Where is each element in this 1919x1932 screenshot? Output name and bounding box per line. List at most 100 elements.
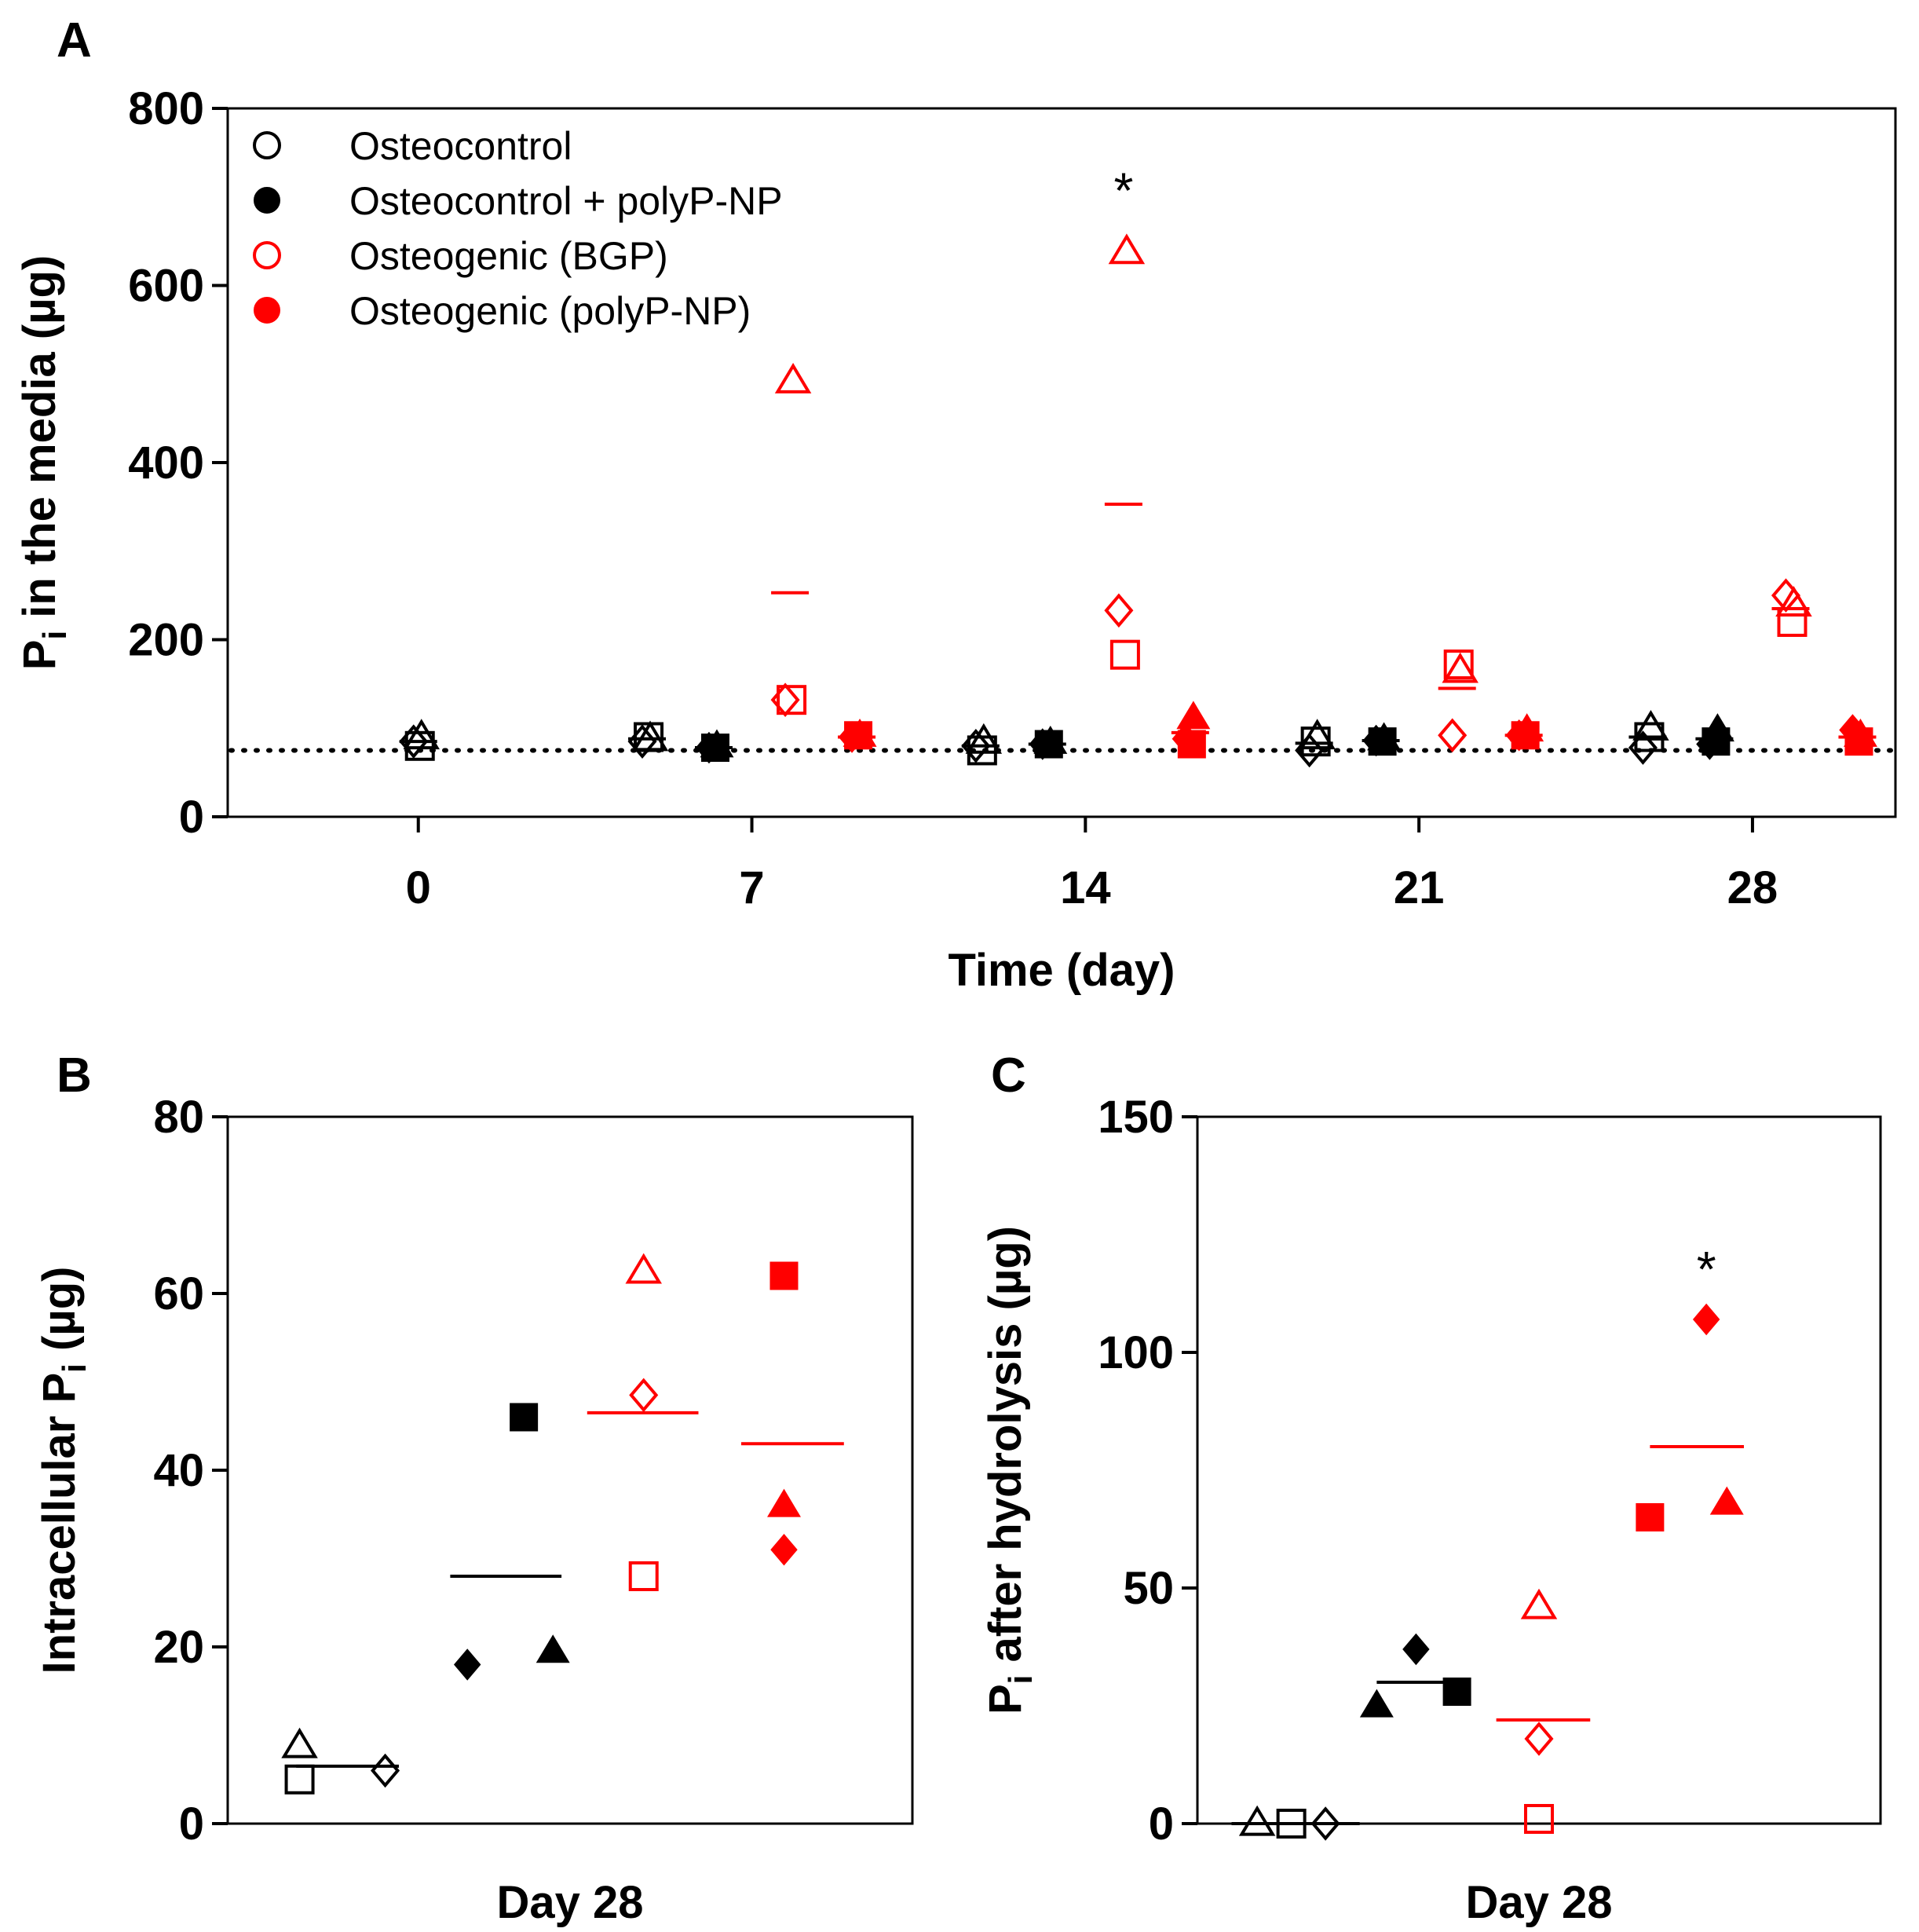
data-point-diamond xyxy=(1438,718,1468,753)
panel-b-chart: 0 20 40 60 80 Day 28 Intracellular Pi (µg) xyxy=(34,1092,914,1928)
data-point-diamond xyxy=(1310,1806,1340,1841)
x-tick-label: 28 xyxy=(1727,862,1778,913)
plot-frame xyxy=(1196,1115,1882,1825)
panel-c-chart: 0 50 100 150 * Day 28 Pi after hydrolysis (µg) xyxy=(980,1092,1882,1928)
y-axis-title-main: P xyxy=(14,640,65,671)
data-point-square xyxy=(1276,1809,1307,1839)
y-axis-title-rest: in the media (µg) xyxy=(14,255,65,631)
data-point-triangle xyxy=(1442,652,1479,683)
data-point-diamond xyxy=(1628,730,1658,765)
plot-frame xyxy=(226,1115,914,1825)
data-point-triangle xyxy=(1238,1805,1276,1836)
data-point-triangle xyxy=(625,1253,662,1284)
data-point-triangle xyxy=(1520,1588,1558,1619)
data-point-triangle xyxy=(774,362,812,393)
y-axis-title-sub: i xyxy=(36,631,73,640)
y-axis-title-rest: after hydrolysis (µg) xyxy=(980,1226,1031,1675)
data-point-square xyxy=(1443,649,1474,680)
y-tick-label: 0 xyxy=(179,1798,204,1850)
data-point-diamond xyxy=(770,682,800,717)
data-point-square xyxy=(510,1403,539,1432)
data-point-diamond xyxy=(627,724,657,759)
data-point-triangle xyxy=(1775,586,1812,617)
data-point-diamond xyxy=(1029,728,1057,760)
x-axis-title: Day 28 xyxy=(1465,1877,1612,1928)
data-point-diamond xyxy=(1524,1722,1554,1756)
legend-marker xyxy=(254,297,280,324)
data-point-triangle xyxy=(281,1727,318,1758)
data-point-triangle xyxy=(1176,701,1211,730)
x-axis-title: Day 28 xyxy=(496,1877,643,1928)
y-axis-title-main: Intracellular P xyxy=(34,1373,85,1674)
x-tick-label: 14 xyxy=(1060,862,1111,913)
data-point-triangle xyxy=(535,1634,570,1663)
data-point-diamond xyxy=(1295,733,1325,768)
y-tick-label: 40 xyxy=(153,1445,204,1496)
data-point-square xyxy=(1109,639,1140,670)
data-point-diamond xyxy=(838,721,866,753)
data-point-square xyxy=(1636,1503,1665,1531)
legend-marker xyxy=(254,187,280,214)
data-point-square xyxy=(1777,606,1808,637)
data-point-diamond xyxy=(770,1534,798,1566)
data-point-diamond xyxy=(1104,593,1134,628)
data-point-triangle xyxy=(631,720,669,752)
data-point-triangle xyxy=(1108,233,1146,265)
y-axis-title-main: P xyxy=(980,1684,1031,1714)
y-axis-title-sub: i xyxy=(56,1363,93,1373)
y-tick-label: 0 xyxy=(179,792,204,843)
significance-star: * xyxy=(1113,162,1133,218)
panel-letter-b: B xyxy=(57,1048,92,1103)
data-point-triangle xyxy=(767,1488,801,1517)
y-tick-label: 100 xyxy=(1098,1327,1174,1378)
legend-label: Osteogenic (polyP-NP) xyxy=(349,289,751,333)
data-point-square xyxy=(628,1561,659,1591)
data-point-diamond xyxy=(1172,723,1200,756)
y-tick-label: 600 xyxy=(128,261,204,312)
data-point-diamond xyxy=(371,1753,400,1788)
x-axis-title: Time (day) xyxy=(948,945,1175,996)
data-point-triangle xyxy=(1709,1486,1744,1515)
data-point-diamond xyxy=(961,729,991,763)
data-point-square xyxy=(777,685,807,715)
x-tick-label: 7 xyxy=(739,862,764,913)
legend-marker xyxy=(253,131,281,159)
legend-label: Osteocontrol xyxy=(349,124,572,168)
panel-a-chart: 0 200 400 600 800 0 7 14 21 28 * Osteocontrol Osteoc… xyxy=(14,83,1897,996)
panel-letter-a: A xyxy=(57,13,92,68)
data-point-diamond xyxy=(399,724,429,759)
x-tick-label: 21 xyxy=(1394,862,1445,913)
data-point-diamond xyxy=(1362,724,1390,757)
data-point-diamond xyxy=(1402,1633,1430,1666)
y-tick-label: 0 xyxy=(1149,1798,1174,1850)
data-point-square xyxy=(1524,1804,1554,1834)
y-tick-label: 60 xyxy=(153,1268,204,1319)
y-axis-title-sub: i xyxy=(1002,1675,1039,1685)
data-point-diamond xyxy=(1839,714,1866,746)
y-tick-label: 20 xyxy=(153,1622,204,1673)
y-axis-title: Intracellular Pi (µg) xyxy=(34,1267,93,1674)
data-point-diamond xyxy=(1771,578,1801,613)
legend-label: Osteocontrol + polyP-NP xyxy=(349,179,783,223)
data-point-square xyxy=(769,1261,799,1290)
legend-marker xyxy=(253,241,281,269)
y-axis-title-rest: (µg) xyxy=(34,1267,85,1364)
data-point-diamond xyxy=(629,1378,659,1413)
data-point-diamond xyxy=(1696,728,1723,760)
panel-letter-c: C xyxy=(991,1048,1026,1103)
significance-star: * xyxy=(1697,1241,1716,1297)
data-point-diamond xyxy=(1692,1303,1720,1336)
data-point-square xyxy=(1442,1678,1471,1706)
y-tick-label: 50 xyxy=(1123,1563,1174,1614)
y-axis-title: Pi after hydrolysis (µg) xyxy=(980,1226,1039,1714)
data-point-square xyxy=(284,1764,315,1795)
y-tick-label: 200 xyxy=(128,615,204,666)
y-axis-title: Pi in the media (µg) xyxy=(14,255,73,670)
data-point-diamond xyxy=(1505,719,1533,752)
legend-label: Osteogenic (BGP) xyxy=(349,234,668,278)
data-point-triangle xyxy=(1632,709,1669,741)
y-tick-label: 80 xyxy=(153,1092,204,1143)
y-tick-label: 800 xyxy=(128,83,204,134)
data-point-triangle xyxy=(1359,1689,1394,1718)
